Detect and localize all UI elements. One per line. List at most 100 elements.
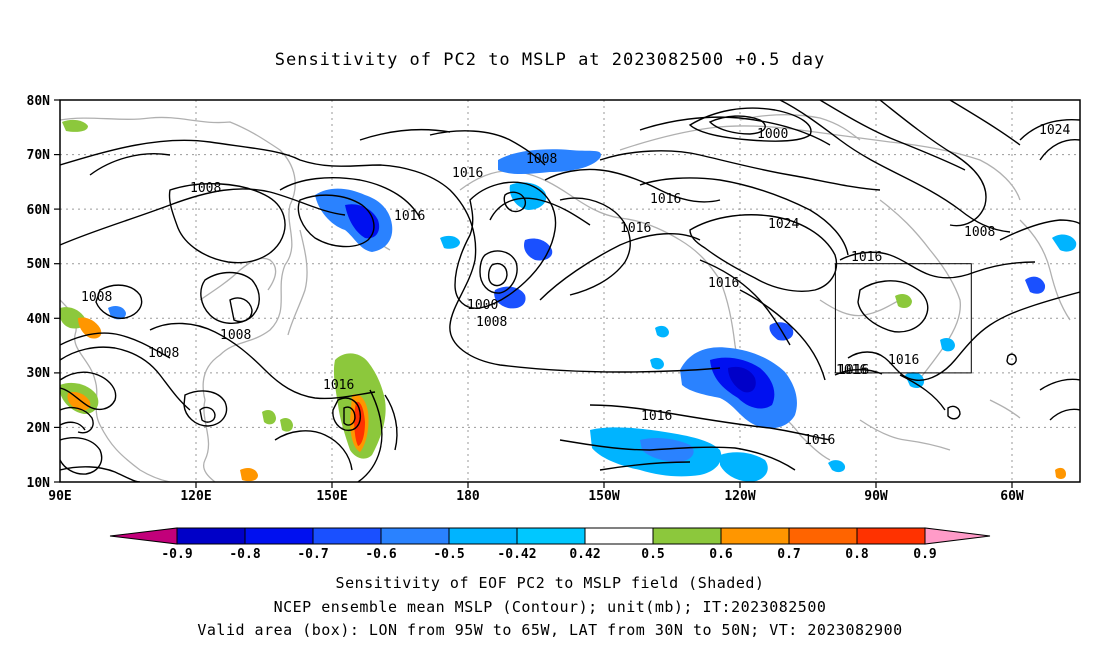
contour-label: 1016 bbox=[620, 221, 651, 236]
colorbar-segment bbox=[448, 527, 518, 545]
lon-label: 180 bbox=[456, 489, 480, 504]
colorbar-tick-label: -0.8 bbox=[229, 547, 260, 562]
colorbar-tick-label: -0.6 bbox=[365, 547, 396, 562]
lon-label: 90W bbox=[864, 489, 888, 504]
colorbar: -0.9 -0.8 -0.7 -0.6 -0.5 -0.42 0.42 0.5 … bbox=[109, 527, 991, 562]
lon-label: 60W bbox=[1000, 489, 1024, 504]
colorbar-tick-label: -0.42 bbox=[497, 547, 536, 562]
contour-label: 1008 bbox=[190, 181, 221, 196]
neg-area-l bbox=[720, 452, 768, 482]
neg-area-n bbox=[440, 235, 460, 249]
map-frame bbox=[59, 99, 1081, 483]
lon-label: 150W bbox=[588, 489, 619, 504]
contour-label: 1008 bbox=[964, 225, 995, 240]
colorbar-tick-label: 0.8 bbox=[845, 547, 869, 562]
colorbar-segment bbox=[584, 527, 654, 545]
colorbar-segment bbox=[788, 527, 858, 545]
contour-labels: 1000 1008 1016 1024 1008 1016 1016 1016 … bbox=[81, 123, 1070, 448]
colorbar-tick-label: -0.7 bbox=[297, 547, 328, 562]
pos-area-h bbox=[262, 410, 276, 425]
contour-label: 1008 bbox=[148, 346, 179, 361]
axis-ticks bbox=[54, 99, 1013, 488]
contour-label: 1016 bbox=[452, 166, 483, 181]
neg-area-e bbox=[524, 238, 553, 261]
pos-area-m bbox=[1055, 467, 1066, 479]
neg-area-r bbox=[940, 337, 955, 352]
colorbar-tick-label: -0.5 bbox=[433, 547, 464, 562]
neg-area-t bbox=[655, 325, 669, 338]
caption-contour-field: NCEP ensemble mean MSLP (Contour); unit(… bbox=[273, 598, 827, 616]
caption-shaded-field: Sensitivity of EOF PC2 to MSLP field (Sh… bbox=[335, 574, 765, 592]
colorbar-tick-label: 0.5 bbox=[641, 547, 664, 562]
negative-sensitivity-areas bbox=[108, 149, 1077, 482]
contour-label: 1000 bbox=[757, 127, 788, 142]
contour-label: 1024 bbox=[768, 217, 799, 232]
lat-label: 70N bbox=[27, 148, 51, 163]
contour-label: 1016 bbox=[650, 192, 681, 207]
colorbar-segment bbox=[720, 527, 790, 545]
latitude-labels: 10N 20N 30N 40N 50N 60N 70N 80N bbox=[27, 94, 51, 491]
contour-label: 1016 bbox=[323, 378, 354, 393]
lat-label: 80N bbox=[27, 94, 51, 109]
lat-label: 50N bbox=[27, 257, 51, 272]
contour-label: 1016 bbox=[394, 209, 425, 224]
lat-label: 60N bbox=[27, 203, 51, 218]
lat-label: 10N bbox=[27, 476, 51, 491]
neg-area-p bbox=[1025, 276, 1046, 294]
colorbar-segment bbox=[244, 527, 314, 545]
contour-label: 1016 bbox=[836, 363, 867, 378]
colorbar-tick-label: 0.9 bbox=[913, 547, 936, 562]
colorbar-segment bbox=[856, 527, 926, 545]
contour-label: 1016 bbox=[804, 433, 835, 448]
pos-area-j bbox=[240, 467, 258, 482]
neg-area-c bbox=[498, 149, 601, 174]
lon-label: 120E bbox=[180, 489, 211, 504]
pos-area-k bbox=[62, 119, 88, 132]
colorbar-segment bbox=[652, 527, 722, 545]
neg-area-o bbox=[1052, 234, 1077, 252]
pos-area-i bbox=[280, 417, 293, 432]
mslp-contours bbox=[60, 100, 1080, 482]
valid-area-box bbox=[834, 263, 972, 374]
colorbar-segment bbox=[176, 527, 246, 545]
contour-label: 1008 bbox=[526, 152, 557, 167]
neg-area-k bbox=[640, 437, 694, 462]
neg-area-v bbox=[828, 460, 846, 473]
positive-sensitivity-areas bbox=[60, 119, 1066, 482]
colorbar-tick-label: 0.6 bbox=[709, 547, 733, 562]
colorbar-segment bbox=[312, 527, 382, 545]
contour-label: 1008 bbox=[476, 315, 507, 330]
neg-area-b bbox=[345, 204, 380, 239]
lon-label: 150E bbox=[316, 489, 347, 504]
contour-label: 1016 bbox=[851, 250, 882, 265]
colorbar-segment bbox=[516, 527, 586, 545]
neg-area-i bbox=[728, 366, 756, 393]
contour-label: 1008 bbox=[220, 328, 251, 343]
lon-label: 120W bbox=[724, 489, 755, 504]
colorbar-high-triangle bbox=[924, 527, 991, 545]
lat-label: 30N bbox=[27, 366, 51, 381]
contour-label: 1016 bbox=[641, 409, 672, 424]
colorbar-tick-label: -0.9 bbox=[161, 547, 192, 562]
contour-label: 1008 bbox=[81, 290, 112, 305]
pos-area-g bbox=[67, 392, 91, 411]
contour-label: 1024 bbox=[1039, 123, 1070, 138]
longitude-labels: 90E 120E 150E 180 150W 120W 90W 60W bbox=[48, 489, 1024, 504]
colorbar-segment bbox=[380, 527, 450, 545]
contour-label: 1016 bbox=[838, 363, 869, 378]
colorbar-low-triangle bbox=[109, 527, 178, 545]
neg-area-s bbox=[108, 305, 126, 320]
lat-label: 40N bbox=[27, 312, 51, 327]
plot-title: Sensitivity of PC2 to MSLP at 2023082500… bbox=[274, 50, 826, 70]
pos-area-l bbox=[895, 293, 912, 309]
neg-area-u bbox=[650, 357, 664, 370]
lat-label: 20N bbox=[27, 421, 51, 436]
caption-valid-area: Valid area (box): LON from 95W to 65W, L… bbox=[197, 621, 903, 639]
lon-label: 90E bbox=[48, 489, 71, 504]
colorbar-tick-label: 0.7 bbox=[777, 547, 800, 562]
contour-label: 1016 bbox=[708, 276, 739, 291]
colorbar-tick-label: 0.42 bbox=[569, 547, 600, 562]
contour-label: 1000 bbox=[467, 298, 498, 313]
contour-label: 1016 bbox=[888, 353, 919, 368]
